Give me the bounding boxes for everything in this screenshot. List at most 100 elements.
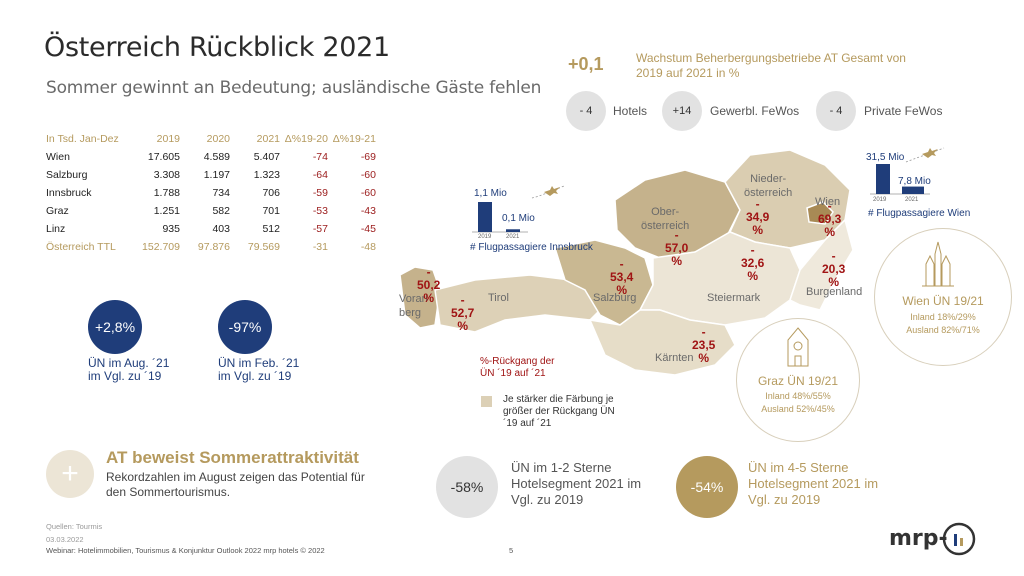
- mrp-logo-text: mrp-: [889, 526, 948, 551]
- value-number: 23,5: [692, 338, 716, 352]
- value-dash: -: [701, 325, 706, 339]
- feb-kpi-label: ÜN im Feb. ´21 im Vgl. zu ´19: [218, 357, 299, 383]
- legend-line: Je stärker die Färbung je: [503, 394, 614, 405]
- value-percent: %: [616, 283, 628, 297]
- table-cell: -31: [312, 241, 328, 253]
- table-cell: 5.407: [253, 151, 280, 163]
- table-cell: -57: [312, 223, 328, 235]
- value-dash: -: [831, 249, 836, 263]
- wien-un-title: Wien ÜN 19/21: [902, 294, 984, 308]
- segment-label-line: Vgl. zu 2019: [511, 492, 584, 507]
- table-header: Δ%19-20: [284, 133, 328, 145]
- wien-flight-caption: # Flugpassagiere Wien: [868, 208, 971, 219]
- wien-flight-value-2019: 31,5 Mio: [866, 152, 905, 163]
- map-region-tirol: [434, 274, 601, 333]
- footer-date: 03.03.2022: [46, 535, 84, 544]
- table-cell: 403: [212, 223, 230, 235]
- growth-label-line: Wachstum Beherbergungsbetriebe AT Gesamt…: [636, 51, 906, 65]
- private-fewos-label: Private FeWos: [864, 104, 943, 118]
- high-segment-circle: -54%: [676, 456, 738, 518]
- page-number: 5: [509, 546, 514, 555]
- wien-un-circle: [874, 228, 1012, 366]
- map-value-salzburg: -53,4%: [610, 258, 633, 297]
- hotels-label: Hotels: [613, 104, 648, 118]
- summer-text-line: Rekordzahlen im August zeigen das Potent…: [106, 470, 365, 484]
- value-number: 20,3: [822, 262, 846, 276]
- segment-label-line: ÜN im 4-5 Sterne: [748, 460, 849, 475]
- table-cell: Wien: [46, 151, 70, 163]
- graz-un-circle: [736, 318, 860, 442]
- value-dash: -: [755, 197, 760, 211]
- legend-line: größer der Rückgang ÜN: [503, 406, 615, 417]
- map-label-vorarlberg: Vorarl berg: [399, 292, 428, 320]
- table-cell: 152.709: [142, 241, 180, 253]
- aug-kpi-label: ÜN im Aug. ´21 im Vgl. zu ´19: [88, 357, 169, 383]
- table-header-row: In Tsd. Jan-Dez 2019 2020 2021 Δ%19-20 Δ…: [46, 130, 376, 148]
- value-percent: %: [824, 225, 836, 239]
- plane-icon: [531, 185, 565, 199]
- value-percent: %: [752, 223, 764, 237]
- kpi-label-line: im Vgl. zu ´19: [88, 369, 162, 383]
- table-cell: -48: [360, 241, 376, 253]
- graz-un-inland: Inland 48%/55%: [765, 391, 831, 401]
- growth-value: +0,1: [568, 54, 604, 74]
- table-header: Δ%19-21: [332, 133, 376, 145]
- table-cell: Salzburg: [46, 169, 88, 181]
- overnight-table: In Tsd. Jan-Dez 2019 2020 2021 Δ%19-20 Δ…: [46, 130, 376, 256]
- value-dash: -: [426, 265, 431, 279]
- map-label-niederoesterreich: Nieder- österreich: [744, 172, 792, 200]
- value-number: 53,4: [610, 270, 634, 284]
- table-row: Wien 17.605 4.589 5.407 -74 -69: [46, 148, 376, 166]
- value-number: 32,6: [741, 256, 765, 270]
- table-row: Innsbruck 1.788 734 706 -59 -60: [46, 184, 376, 202]
- map-label-steiermark: Steiermark: [707, 292, 761, 304]
- table-header: 2020: [206, 133, 230, 145]
- kpi-label-line: ÜN im Feb. ´21: [218, 356, 300, 370]
- map-note: %-Rückgang der ÜN ´19 auf ´21: [480, 356, 554, 380]
- table-row: Linz 935 403 512 -57 -45: [46, 220, 376, 238]
- aug-kpi-circle: +2,8%: [88, 300, 142, 354]
- map-value-tirol: -52,7%: [451, 294, 474, 333]
- table-cell: -69: [360, 151, 376, 163]
- table-cell: 935: [162, 223, 180, 235]
- table-cell: -43: [360, 205, 376, 217]
- map-label-line: berg: [399, 307, 422, 319]
- value-number: 69,3: [818, 212, 842, 226]
- table-cell: 4.589: [203, 151, 230, 163]
- table-cell: -60: [360, 169, 376, 181]
- innsbruck-year-2021: 2021: [506, 234, 520, 240]
- summer-text-line: den Sommertourismus.: [106, 485, 231, 499]
- map-value-kaernten: -23,5%: [692, 326, 715, 365]
- value-percent: %: [671, 254, 683, 268]
- table-cell: 512: [262, 223, 280, 235]
- map-label-line: Ober-: [651, 206, 680, 218]
- legend-swatch: [481, 396, 492, 407]
- table-cell: Innsbruck: [46, 187, 92, 199]
- summer-title: AT beweist Sommerattraktivität: [106, 448, 359, 467]
- value-dash: -: [619, 257, 624, 271]
- kpi-label-line: ÜN im Aug. ´21: [88, 356, 170, 370]
- table-cell: 706: [262, 187, 280, 199]
- growth-label-line: 2019 auf 2021 in %: [636, 66, 740, 80]
- table-cell: 97.876: [197, 241, 230, 253]
- table-header: 2021: [256, 133, 280, 145]
- map-legend: Je stärker die Färbung je größer der Rüc…: [503, 394, 615, 430]
- map-label-line: österreich: [641, 220, 690, 232]
- table-cell: 79.569: [247, 241, 280, 253]
- value-number: 50,2: [417, 278, 441, 292]
- map-label-burgenland: Burgenland: [806, 286, 863, 298]
- value-number: 57,0: [665, 241, 689, 255]
- table-cell: Graz: [46, 205, 69, 217]
- map-value-wien: -69,3%: [818, 200, 841, 239]
- value-percent: %: [423, 291, 435, 305]
- legend-line: ´19 auf ´21: [503, 418, 552, 429]
- mrp-logo-icon: [942, 522, 976, 556]
- table-cell: -74: [312, 151, 328, 163]
- table-cell: 582: [212, 205, 230, 217]
- footer-source: Quellen: Tourmis: [46, 522, 103, 531]
- kpi-label-line: im Vgl. zu ´19: [218, 369, 292, 383]
- segment-label-line: Vgl. zu 2019: [748, 492, 821, 507]
- table-row: Graz 1.251 582 701 -53 -43: [46, 202, 376, 220]
- innsbruck-bars: [472, 202, 528, 233]
- table-cell: Linz: [46, 223, 66, 235]
